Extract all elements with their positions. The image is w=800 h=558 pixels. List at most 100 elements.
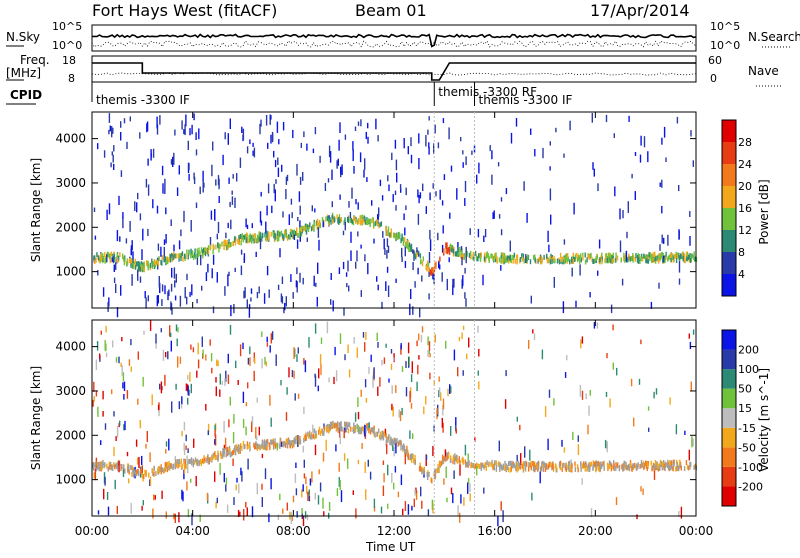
range-gate-cell xyxy=(395,443,396,453)
range-gate-cell xyxy=(463,460,464,465)
range-gate-cell xyxy=(483,465,484,470)
range-gate-cell xyxy=(387,465,388,476)
range-gate-cell xyxy=(315,323,316,333)
range-gate-cell xyxy=(336,160,337,168)
range-gate-cell xyxy=(107,492,108,500)
range-gate-cell xyxy=(103,489,104,500)
range-gate-cell xyxy=(470,493,471,501)
range-gate-cell xyxy=(163,468,164,473)
range-gate-cell xyxy=(387,267,388,273)
range-gate-cell xyxy=(512,255,513,260)
range-gate-cell xyxy=(345,423,346,428)
range-gate-cell xyxy=(180,296,181,307)
range-gate-cell xyxy=(589,292,590,297)
range-gate-cell xyxy=(222,453,223,458)
range-gate-cell xyxy=(299,228,300,233)
range-gate-cell xyxy=(140,267,141,272)
range-gate-cell xyxy=(601,259,602,264)
range-gate-cell xyxy=(315,445,316,455)
range-gate-cell xyxy=(379,222,380,227)
range-gate-cell xyxy=(144,267,145,272)
range-gate-cell xyxy=(186,297,187,305)
range-gate-cell xyxy=(465,459,466,464)
range-gate-cell xyxy=(456,252,457,257)
range-gate-cell xyxy=(580,385,581,397)
range-gate-cell xyxy=(122,382,123,388)
range-gate-cell xyxy=(670,253,671,258)
range-gate-cell xyxy=(554,277,555,288)
range-gate-cell xyxy=(344,354,345,360)
range-gate-cell xyxy=(166,511,167,518)
range-gate-cell xyxy=(325,183,326,191)
range-gate-cell xyxy=(126,261,127,266)
range-gate-cell xyxy=(378,207,379,216)
range-gate-cell xyxy=(684,466,685,471)
range-gate-cell xyxy=(270,135,271,144)
range-gate-cell xyxy=(267,266,268,275)
range-gate-cell xyxy=(443,399,444,410)
range-gate-cell xyxy=(419,308,420,318)
range-gate-cell xyxy=(541,256,542,261)
range-gate-cell xyxy=(590,253,591,258)
range-gate-cell xyxy=(688,255,689,260)
range-gate-cell xyxy=(364,158,365,170)
range-gate-cell xyxy=(249,139,250,144)
range-gate-cell xyxy=(145,291,146,298)
range-gate-cell xyxy=(203,183,204,188)
range-gate-cell xyxy=(470,228,471,235)
range-gate-cell xyxy=(574,257,575,262)
power-colorbar-label: Power [dB] xyxy=(757,179,771,244)
range-gate-cell xyxy=(461,250,462,255)
range-gate-cell xyxy=(96,359,97,370)
range-gate-cell xyxy=(519,425,520,431)
range-gate-cell xyxy=(194,249,195,254)
range-gate-cell xyxy=(385,433,386,438)
range-gate-cell xyxy=(366,177,367,182)
range-gate-cell xyxy=(368,367,369,374)
range-gate-cell xyxy=(158,405,159,410)
range-gate-cell xyxy=(325,216,326,221)
range-gate-cell xyxy=(191,384,192,393)
range-gate-cell xyxy=(531,296,532,304)
range-gate-cell xyxy=(290,274,291,282)
range-gate-cell xyxy=(315,127,316,134)
range-gate-cell xyxy=(693,330,694,335)
range-gate-cell xyxy=(392,440,393,445)
range-gate-cell xyxy=(190,253,191,258)
range-gate-cell xyxy=(352,141,353,150)
range-gate-cell xyxy=(569,121,570,131)
freq-tick-bottom: 8 xyxy=(68,72,75,85)
range-gate-cell xyxy=(244,444,245,449)
range-gate-cell xyxy=(285,443,286,448)
range-gate-cell xyxy=(647,151,648,162)
range-gate-cell xyxy=(640,155,641,163)
range-gate-cell xyxy=(205,404,206,411)
range-gate-cell xyxy=(550,259,551,264)
range-gate-cell xyxy=(408,343,409,354)
range-gate-cell xyxy=(538,465,539,470)
range-gate-cell xyxy=(401,234,402,239)
range-gate-cell xyxy=(320,483,321,492)
range-gate-cell xyxy=(233,497,234,505)
range-gate-cell xyxy=(659,244,660,251)
range-gate-cell xyxy=(227,274,228,286)
range-gate-cell xyxy=(327,322,328,334)
range-gate-cell xyxy=(223,452,224,457)
range-gate-cell xyxy=(368,460,369,467)
range-gate-cell xyxy=(174,280,175,287)
range-gate-cell xyxy=(228,419,229,427)
range-gate-cell xyxy=(210,245,211,250)
range-gate-cell xyxy=(408,146,409,154)
range-gate-cell xyxy=(319,220,320,225)
range-gate-cell xyxy=(456,188,457,200)
range-gate-cell xyxy=(339,195,340,200)
range-gate-cell xyxy=(177,356,178,367)
range-gate-cell xyxy=(157,468,158,473)
range-gate-cell xyxy=(177,339,178,347)
range-gate-cell xyxy=(127,452,128,456)
range-gate-cell xyxy=(136,261,137,266)
range-gate-cell xyxy=(145,444,146,449)
range-gate-cell xyxy=(303,484,304,491)
range-gate-cell xyxy=(219,463,220,475)
range-gate-cell xyxy=(288,367,289,377)
